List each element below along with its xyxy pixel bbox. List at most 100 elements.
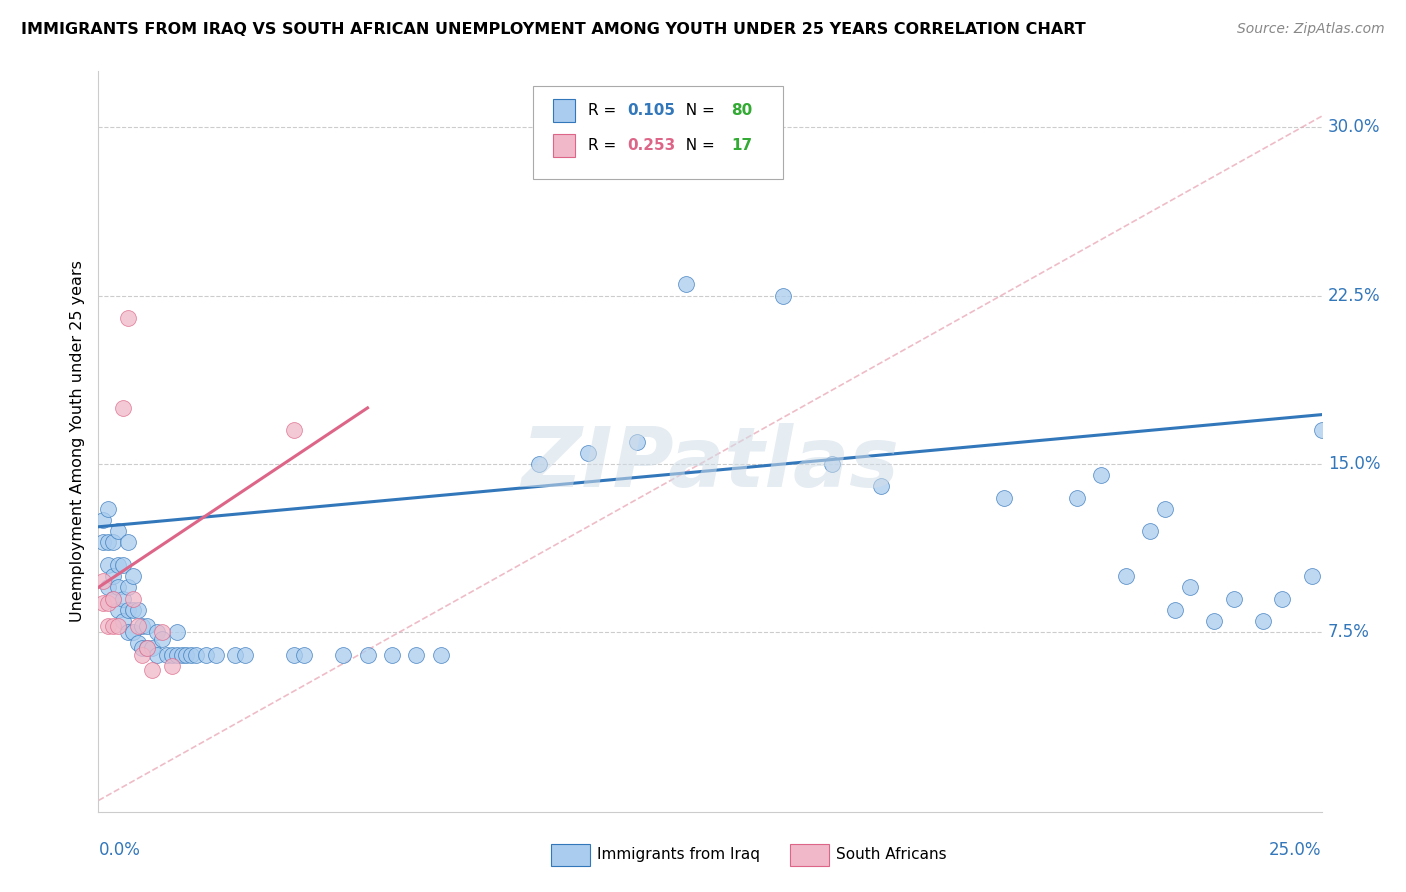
- Point: [127, 636, 149, 650]
- Point: [1066, 491, 1088, 505]
- Text: N =: N =: [676, 103, 720, 118]
- Text: 7.5%: 7.5%: [1327, 624, 1369, 641]
- FancyBboxPatch shape: [533, 87, 783, 178]
- Point: [101, 618, 124, 632]
- Point: [117, 603, 139, 617]
- Point: [381, 648, 404, 662]
- Text: R =: R =: [588, 138, 621, 153]
- Point: [121, 569, 143, 583]
- Point: [91, 513, 114, 527]
- Point: [156, 648, 179, 662]
- Point: [233, 648, 256, 662]
- Point: [150, 632, 173, 646]
- Text: 0.253: 0.253: [627, 138, 675, 153]
- Text: R =: R =: [588, 103, 621, 118]
- Point: [405, 648, 427, 662]
- Point: [1115, 569, 1137, 583]
- Point: [283, 423, 305, 437]
- Point: [430, 648, 453, 662]
- Point: [870, 479, 893, 493]
- Point: [1310, 423, 1333, 437]
- Point: [111, 558, 134, 572]
- Point: [117, 580, 139, 594]
- Text: Immigrants from Iraq: Immigrants from Iraq: [598, 847, 761, 863]
- Text: N =: N =: [676, 138, 720, 153]
- Text: ZIPatlas: ZIPatlas: [522, 423, 898, 504]
- Text: 17: 17: [731, 138, 752, 153]
- Point: [127, 603, 149, 617]
- Point: [131, 648, 153, 662]
- Point: [111, 401, 134, 415]
- Point: [292, 648, 315, 662]
- Point: [1271, 591, 1294, 606]
- Point: [1222, 591, 1244, 606]
- Point: [332, 648, 354, 662]
- Point: [97, 501, 120, 516]
- Point: [166, 625, 188, 640]
- Point: [117, 625, 139, 640]
- Point: [1164, 603, 1187, 617]
- Point: [136, 640, 159, 655]
- Text: 80: 80: [731, 103, 752, 118]
- Point: [180, 648, 202, 662]
- Text: Source: ZipAtlas.com: Source: ZipAtlas.com: [1237, 22, 1385, 37]
- Text: IMMIGRANTS FROM IRAQ VS SOUTH AFRICAN UNEMPLOYMENT AMONG YOUTH UNDER 25 YEARS CO: IMMIGRANTS FROM IRAQ VS SOUTH AFRICAN UN…: [21, 22, 1085, 37]
- Point: [107, 580, 129, 594]
- Point: [121, 591, 143, 606]
- Point: [1251, 614, 1274, 628]
- Point: [821, 457, 844, 471]
- Point: [97, 535, 120, 549]
- Point: [136, 640, 159, 655]
- Point: [101, 591, 124, 606]
- Point: [107, 524, 129, 539]
- Point: [101, 591, 124, 606]
- Point: [527, 457, 550, 471]
- Point: [176, 648, 198, 662]
- Point: [141, 664, 163, 678]
- FancyBboxPatch shape: [554, 134, 575, 157]
- Point: [101, 569, 124, 583]
- Point: [121, 625, 143, 640]
- Point: [160, 659, 183, 673]
- FancyBboxPatch shape: [554, 99, 575, 122]
- Point: [107, 618, 129, 632]
- Point: [205, 648, 228, 662]
- Point: [166, 648, 188, 662]
- Point: [150, 625, 173, 640]
- Point: [186, 648, 208, 662]
- Point: [97, 580, 120, 594]
- Y-axis label: Unemployment Among Youth under 25 years: Unemployment Among Youth under 25 years: [69, 260, 84, 623]
- Point: [993, 491, 1015, 505]
- Point: [131, 618, 153, 632]
- Point: [97, 558, 120, 572]
- Point: [131, 640, 153, 655]
- Point: [356, 648, 378, 662]
- Point: [283, 648, 305, 662]
- Point: [160, 648, 183, 662]
- Point: [91, 574, 114, 588]
- Point: [117, 535, 139, 549]
- Point: [121, 603, 143, 617]
- Point: [111, 591, 134, 606]
- Text: 0.0%: 0.0%: [98, 841, 141, 859]
- FancyBboxPatch shape: [551, 844, 591, 866]
- Point: [675, 277, 697, 292]
- Point: [626, 434, 648, 449]
- Point: [146, 625, 169, 640]
- Point: [170, 648, 193, 662]
- Text: 15.0%: 15.0%: [1327, 455, 1381, 473]
- Point: [97, 618, 120, 632]
- Point: [1178, 580, 1201, 594]
- Text: South Africans: South Africans: [837, 847, 946, 863]
- Text: 25.0%: 25.0%: [1270, 841, 1322, 859]
- Point: [141, 640, 163, 655]
- Point: [1202, 614, 1225, 628]
- Point: [127, 618, 149, 632]
- Point: [91, 535, 114, 549]
- Point: [91, 596, 114, 610]
- Point: [117, 311, 139, 326]
- Text: 22.5%: 22.5%: [1327, 286, 1381, 305]
- Point: [1301, 569, 1323, 583]
- Point: [1154, 501, 1177, 516]
- Point: [1090, 468, 1112, 483]
